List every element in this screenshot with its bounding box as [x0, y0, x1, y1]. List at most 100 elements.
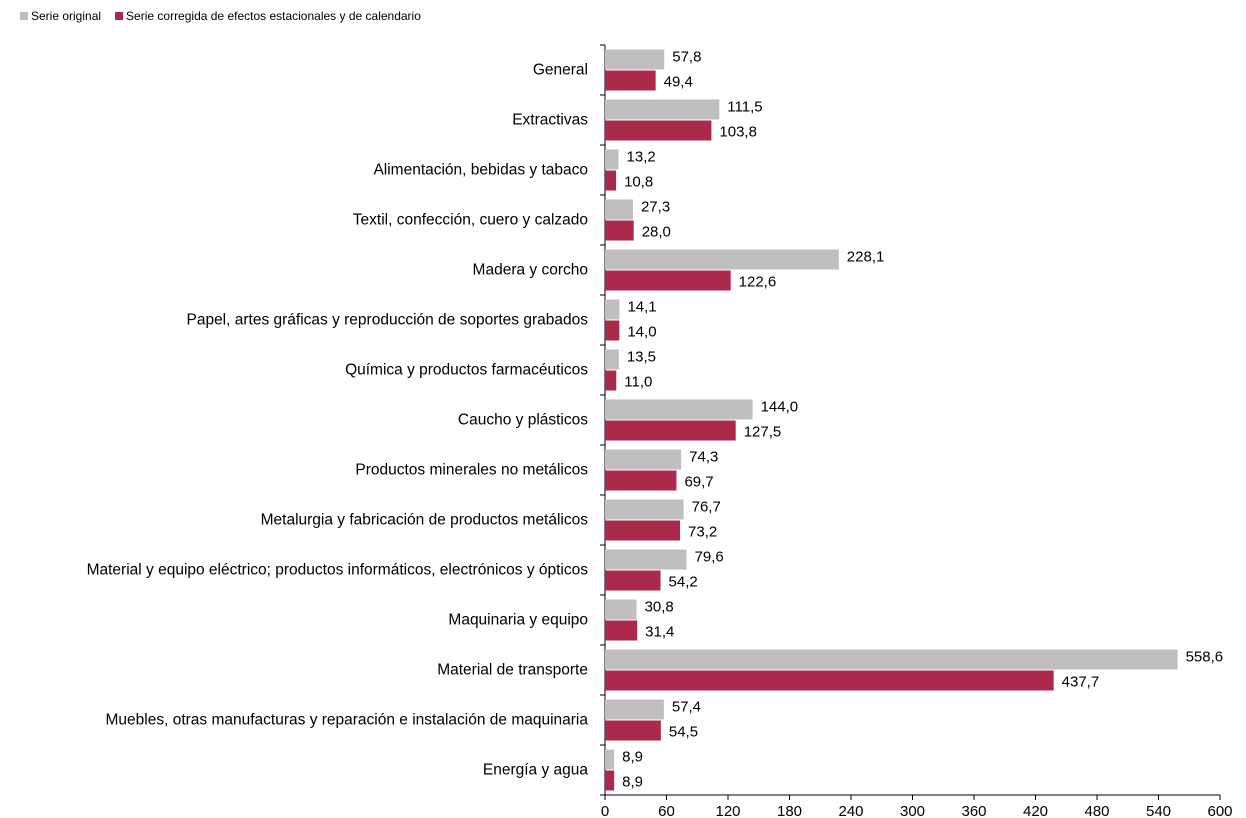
category-label: Productos minerales no metálicos — [0, 461, 588, 480]
bar — [605, 249, 839, 270]
value-label: 73,2 — [688, 523, 717, 540]
category-label: Madera y corcho — [0, 261, 588, 280]
category-label: Energía y agua — [0, 761, 588, 780]
x-tick-label: 600 — [1207, 803, 1232, 818]
bar — [605, 499, 684, 520]
x-tick-label: 240 — [838, 803, 863, 818]
value-label: 8,9 — [622, 748, 643, 765]
bar — [605, 670, 1054, 691]
bar — [605, 99, 720, 120]
value-label: 74,3 — [689, 448, 718, 465]
bar — [605, 170, 617, 191]
legend-swatch — [115, 12, 124, 20]
category-text: Madera y corcho — [472, 261, 588, 279]
value-label: 79,6 — [695, 548, 724, 565]
bar — [605, 149, 619, 170]
category-label: Caucho y plásticos — [0, 411, 588, 430]
bar — [605, 749, 615, 770]
value-label: 437,7 — [1062, 673, 1100, 690]
category-text: Caucho y plásticos — [457, 411, 588, 429]
bar — [605, 420, 736, 441]
bar — [605, 349, 619, 370]
category-text: Energía y agua — [482, 761, 588, 779]
value-label: 13,5 — [627, 348, 656, 365]
bar — [605, 320, 620, 341]
legend-label: Serie corregida de efectos estacionales … — [126, 9, 421, 23]
x-tick-label: 360 — [961, 803, 986, 818]
category-label: Papel, artes gráficas y reproducción de … — [0, 311, 588, 330]
bar — [605, 570, 661, 591]
bar — [605, 520, 681, 541]
value-label: 111,5 — [727, 98, 762, 115]
category-text: Textil, confección, cuero y calzado — [352, 211, 588, 229]
bar — [605, 599, 637, 620]
category-text: Metalurgia y fabricación de productos me… — [260, 511, 588, 529]
value-label: 49,4 — [664, 73, 693, 90]
category-text: Extractivas — [512, 111, 588, 129]
x-tick-label: 60 — [658, 803, 675, 818]
bar — [605, 199, 633, 220]
bar — [605, 620, 638, 641]
x-tick-label: 480 — [1084, 803, 1109, 818]
category-text: Material y equipo eléctrico; productos i… — [86, 561, 588, 579]
category-label: Material y equipo eléctrico; productos i… — [0, 561, 588, 580]
category-text: Alimentación, bebidas y tabaco — [373, 161, 588, 179]
value-label: 13,2 — [627, 148, 656, 165]
value-label: 28,0 — [642, 223, 671, 240]
bar — [605, 699, 664, 720]
value-label: 27,3 — [641, 198, 670, 215]
value-label: 54,2 — [669, 573, 698, 590]
bar — [605, 399, 753, 420]
value-label: 76,7 — [692, 498, 721, 515]
bar — [605, 120, 712, 141]
category-text: General — [532, 61, 588, 79]
category-label: General — [0, 61, 588, 80]
bar — [605, 370, 617, 391]
value-label: 103,8 — [719, 123, 757, 140]
bar — [605, 299, 620, 320]
x-tick-label: 540 — [1146, 803, 1171, 818]
value-label: 10,8 — [624, 173, 653, 190]
category-text: Muebles, otras manufacturas y reparación… — [105, 711, 588, 729]
value-label: 11,0 — [624, 373, 652, 390]
category-text: Maquinaria y equipo — [448, 611, 588, 629]
category-label: Alimentación, bebidas y tabaco — [0, 161, 588, 180]
value-label: 69,7 — [684, 473, 713, 490]
bar — [605, 49, 665, 70]
value-label: 14,1 — [627, 298, 656, 315]
legend-swatch — [20, 12, 28, 20]
bar — [605, 470, 677, 491]
category-text: Material de transporte — [437, 661, 588, 679]
bar — [605, 70, 656, 91]
category-text: Química y productos farmacéuticos — [345, 361, 588, 379]
value-label: 31,4 — [645, 623, 674, 640]
legend-label: Serie original — [31, 9, 101, 23]
value-label: 558,6 — [1186, 648, 1224, 665]
category-text: Papel, artes gráficas y reproducción de … — [186, 311, 588, 329]
category-label: Química y productos farmacéuticos — [0, 361, 588, 380]
bar — [605, 449, 682, 470]
value-label: 228,1 — [847, 248, 885, 265]
value-label: 8,9 — [622, 773, 643, 790]
value-label: 122,6 — [739, 273, 777, 290]
value-label: 54,5 — [669, 723, 698, 740]
value-label: 127,5 — [744, 423, 782, 440]
category-label: Extractivas — [0, 111, 588, 130]
x-tick-label: 120 — [715, 803, 740, 818]
value-label: 14,0 — [627, 323, 656, 340]
category-label: Metalurgia y fabricación de productos me… — [0, 511, 588, 530]
x-tick-label: 300 — [900, 803, 925, 818]
x-tick-label: 0 — [601, 803, 609, 818]
bar — [605, 720, 661, 741]
value-label: 57,8 — [672, 48, 701, 65]
bar — [605, 770, 615, 791]
value-label: 57,4 — [672, 698, 701, 715]
category-label: Textil, confección, cuero y calzado — [0, 211, 588, 230]
bar — [605, 549, 687, 570]
value-label: 144,0 — [761, 398, 799, 415]
bar — [605, 220, 634, 241]
x-tick-label: 420 — [1023, 803, 1048, 818]
category-label: Material de transporte — [0, 661, 588, 680]
